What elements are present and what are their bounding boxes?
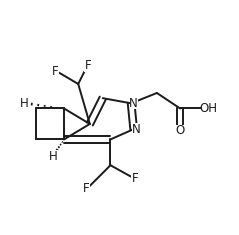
FancyBboxPatch shape — [130, 98, 138, 109]
FancyBboxPatch shape — [176, 125, 184, 136]
Text: N: N — [129, 97, 138, 110]
Text: H: H — [20, 97, 28, 110]
FancyBboxPatch shape — [201, 103, 215, 114]
Text: F: F — [132, 172, 138, 185]
FancyBboxPatch shape — [49, 150, 58, 162]
Text: N: N — [132, 123, 141, 136]
FancyBboxPatch shape — [131, 172, 139, 184]
Text: O: O — [175, 124, 185, 137]
Text: F: F — [83, 182, 89, 195]
Text: F: F — [85, 59, 92, 72]
FancyBboxPatch shape — [132, 123, 140, 135]
FancyBboxPatch shape — [82, 183, 90, 194]
FancyBboxPatch shape — [51, 65, 59, 77]
Text: F: F — [52, 65, 58, 78]
FancyBboxPatch shape — [20, 98, 28, 109]
FancyBboxPatch shape — [84, 60, 93, 72]
Text: H: H — [49, 150, 58, 163]
Text: OH: OH — [199, 102, 217, 115]
